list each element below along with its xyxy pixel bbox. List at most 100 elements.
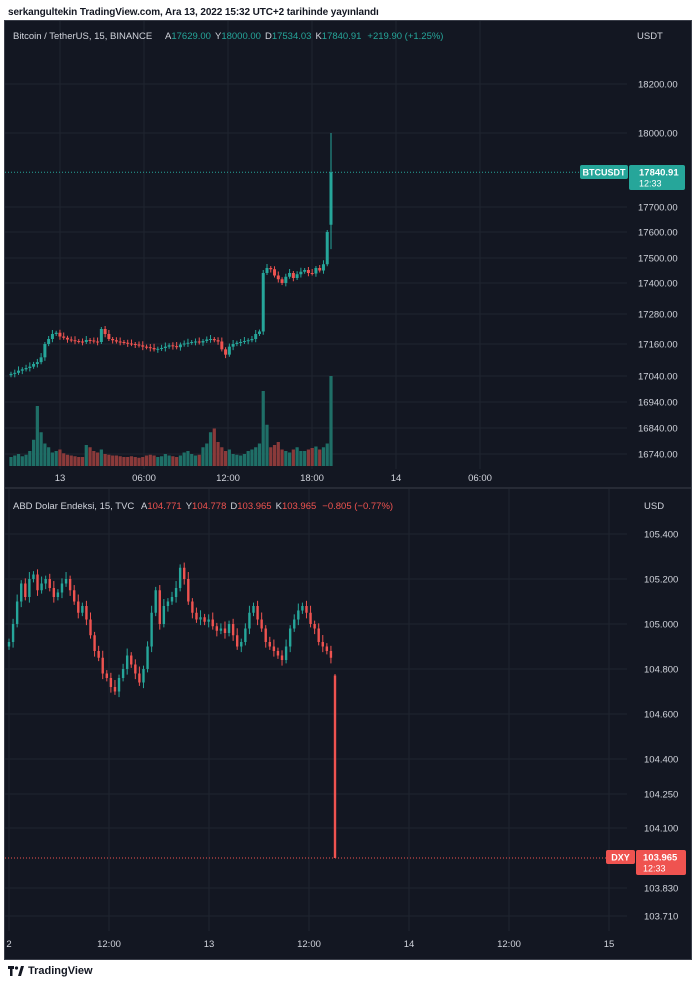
btc-x-tick-label: 12:00 xyxy=(216,473,240,484)
dxy-countdown: 12:33 xyxy=(643,864,666,874)
ohlc-value: 104.778 xyxy=(192,501,226,512)
btc-candle-body xyxy=(152,348,156,350)
btc-volume-bar xyxy=(137,457,141,466)
btc-grid xyxy=(5,21,627,469)
dxy-symbol-badge xyxy=(606,850,635,864)
btc-candle-body xyxy=(257,331,261,334)
dxy-candle-body xyxy=(138,673,141,683)
ohlc-key: K xyxy=(276,501,283,512)
btc-volume-bar xyxy=(92,451,96,466)
dxy-x-tick-label: 2 xyxy=(6,939,11,950)
ohlc-value: 17840.91 xyxy=(322,31,362,42)
btc-candle-body xyxy=(137,344,141,346)
btc-volume-bar xyxy=(314,446,318,466)
charts-svg[interactable]: 18200.00 18000.00 17700.00 17600.00 17500.00… xyxy=(5,21,691,959)
btc-price-axis[interactable]: 18200.00 18000.00 17700.00 17600.00 17500.00… xyxy=(638,80,678,461)
dxy-candle-body xyxy=(309,612,312,624)
btc-candle-body xyxy=(171,345,175,347)
btc-y-tick-label: 18000.00 xyxy=(638,129,678,140)
ohlc-change: +219.90 (+1.25%) xyxy=(367,31,443,42)
btc-volume-bar xyxy=(16,454,21,466)
btc-volume-bar xyxy=(84,445,88,466)
dxy-candle-body xyxy=(52,588,56,597)
btc-candle-body xyxy=(65,337,69,340)
btc-currency: USDT xyxy=(637,31,663,42)
btc-candle-body xyxy=(231,344,235,347)
dxy-candle-body xyxy=(301,606,304,611)
dxy-candle-body xyxy=(117,678,121,692)
dxy-candle-body xyxy=(81,606,84,613)
btc-volume-bars xyxy=(9,376,333,466)
dxy-candle-body xyxy=(56,592,60,597)
dxy-candle-body xyxy=(183,567,186,579)
btc-legend: Bitcoin / TetherUS, 15, BINANCE A17629.0… xyxy=(13,31,443,42)
dxy-candle-body xyxy=(130,655,133,665)
btc-candle-body xyxy=(92,340,96,342)
btc-candle-body xyxy=(284,276,288,283)
chart-frame[interactable]: 18200.00 18000.00 17700.00 17600.00 17500.00… xyxy=(4,20,692,960)
dxy-candle-body xyxy=(256,606,259,620)
btc-volume-bar xyxy=(159,456,164,466)
btc-candle-body xyxy=(160,348,164,349)
dxy-candle-body xyxy=(105,673,108,678)
dxy-y-tick-label: 104.400 xyxy=(644,755,678,766)
btc-volume-bar xyxy=(178,455,183,466)
btc-volume-bar xyxy=(261,391,265,466)
dxy-price-axis[interactable]: 105.400 105.200 105.000 104.800 104.600 104.4… xyxy=(644,530,678,923)
btc-volume-bar xyxy=(31,439,36,466)
ohlc-key: Y xyxy=(186,501,193,512)
btc-volume-bar xyxy=(126,457,130,466)
btc-volume-bar xyxy=(133,457,137,466)
btc-volume-bar xyxy=(299,451,303,466)
btc-volume-bar xyxy=(291,449,295,466)
btc-candle-body xyxy=(197,341,201,343)
btc-price-badge xyxy=(629,165,685,190)
dxy-price-badge xyxy=(636,850,686,875)
btc-candle-body xyxy=(186,342,190,344)
btc-candle-body xyxy=(254,334,258,339)
btc-volume-bar xyxy=(208,432,213,466)
btc-candle-body xyxy=(209,339,213,340)
dxy-candle-body xyxy=(325,646,329,651)
btc-candle-body xyxy=(295,274,299,278)
btc-volume-bar xyxy=(114,455,119,466)
btc-volume-bar xyxy=(50,452,55,466)
btc-candle-body xyxy=(318,268,322,271)
btc-y-tick-label: 17400.00 xyxy=(638,279,678,290)
btc-candle-body xyxy=(96,341,100,343)
dxy-time-axis[interactable]: 2 12:00 13 12:00 14 12:00 15 xyxy=(6,939,614,950)
dxy-candle-body xyxy=(264,628,267,642)
btc-volume-bar xyxy=(111,455,115,466)
dxy-y-tick-label: 103.830 xyxy=(644,884,678,895)
btc-volume-bar xyxy=(47,447,51,466)
dxy-candle-body xyxy=(248,612,251,629)
btc-candle-body xyxy=(9,373,13,376)
dxy-candle-body xyxy=(77,601,80,613)
btc-volume-bar xyxy=(28,451,32,466)
btc-volume-bar xyxy=(103,454,107,466)
dxy-candle-body xyxy=(68,579,72,591)
dxy-candle-body xyxy=(284,646,288,660)
btc-volume-bar xyxy=(13,455,17,466)
ohlc-value: 104.771 xyxy=(147,501,181,512)
btc-time-axis[interactable]: 13 06:00 12:00 18:00 14 06:00 xyxy=(55,473,492,484)
dxy-candle-body xyxy=(64,579,68,584)
ohlc-key: K xyxy=(315,31,322,42)
charts-background xyxy=(5,21,691,959)
dxy-candle-body xyxy=(7,642,11,647)
dxy-last-price-label: 103.965 xyxy=(643,853,678,864)
dxy-y-tick-label: 104.800 xyxy=(644,665,678,676)
btc-title: Bitcoin / TetherUS, 15, BINANCE xyxy=(13,31,152,42)
btc-volume-bar xyxy=(306,449,311,466)
btc-candle-body xyxy=(288,273,292,277)
btc-candle-body xyxy=(303,270,307,272)
dxy-y-tick-label: 104.250 xyxy=(644,790,678,801)
dxy-candle-body xyxy=(260,619,263,629)
btc-candle-body xyxy=(81,341,85,343)
btc-candle-body xyxy=(69,339,73,341)
dxy-candle-body xyxy=(40,583,43,591)
btc-y-tick-label: 17040.00 xyxy=(638,372,678,383)
btc-last-price-label: 17840.91 xyxy=(639,168,679,179)
btc-candle-body xyxy=(47,339,51,344)
dxy-candle-body xyxy=(97,651,100,658)
